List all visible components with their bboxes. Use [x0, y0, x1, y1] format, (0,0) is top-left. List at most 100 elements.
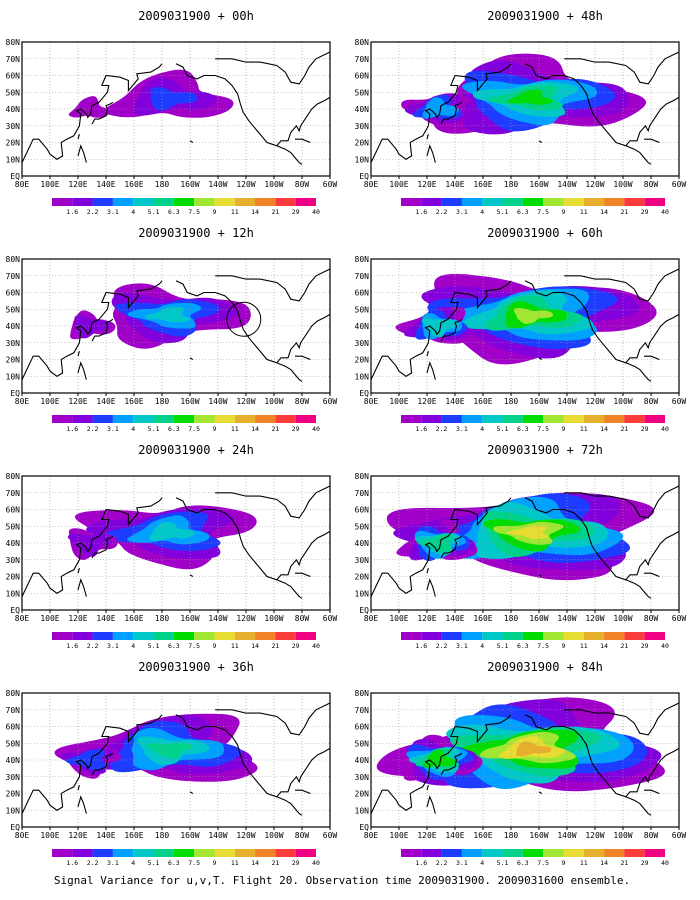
colorbar-swatch [421, 198, 442, 206]
lat-tick-label: 70N [6, 55, 21, 64]
colorbar-label: 3.1 [456, 208, 468, 216]
lon-tick-label: 160W [180, 614, 199, 623]
colorbar-label: 11 [580, 208, 588, 216]
colorbar-label: 14 [251, 859, 259, 867]
lon-tick-label: 120W [585, 614, 604, 623]
coastline [276, 747, 330, 798]
coastline [644, 138, 660, 144]
colorbar-label: 2.2 [436, 425, 448, 433]
colorbar-label: 1.6 [66, 859, 78, 867]
colorbar-label: 4 [131, 425, 135, 433]
panel-title: 2009031900 + 36h [138, 660, 254, 674]
colorbar-swatch [112, 198, 134, 206]
coastline [538, 791, 543, 794]
lat-tick-label: 30N [6, 773, 21, 782]
map-area [371, 42, 679, 176]
coastline [426, 795, 436, 814]
lon-tick-label: 140E [445, 180, 464, 189]
lon-tick-label: 140E [96, 831, 115, 840]
coastline [564, 485, 679, 519]
colorbar-swatch [502, 198, 523, 206]
lon-tick-label: 100W [264, 614, 283, 623]
lat-tick-label: 10N [355, 372, 370, 381]
colorbar-label: 11 [580, 859, 588, 867]
colorbar-swatch [401, 415, 422, 423]
colorbar-label: 21 [620, 208, 628, 216]
lat-tick-label: 50N [355, 88, 370, 97]
lon-tick-label: 160W [180, 397, 199, 406]
coastline [189, 574, 194, 577]
colorbar-label: 9 [562, 425, 566, 433]
coastline [77, 784, 80, 791]
lat-tick-label: 60N [6, 723, 21, 732]
colorbar-swatch [295, 198, 316, 206]
coastline [215, 268, 330, 302]
lat-tick-label: 60N [355, 723, 370, 732]
variance-contour [423, 749, 457, 768]
colorbar-label: 9 [562, 859, 566, 867]
lon-tick-label: 140W [208, 397, 227, 406]
lon-tick-label: 120E [68, 180, 87, 189]
colorbar-swatch [522, 632, 544, 640]
colorbar-label: 7.5 [188, 642, 200, 650]
map-frame [370, 41, 680, 177]
lon-tick-label: 180 [155, 831, 170, 840]
lat-tick-label: 60N [6, 72, 21, 81]
colorbar-swatch [401, 849, 422, 857]
colorbar-label: 2.2 [436, 859, 448, 867]
lon-tick-label: 140W [208, 831, 227, 840]
coastline [276, 96, 330, 147]
lat-tick-label: 10N [6, 806, 21, 815]
colorbar: 1.6 2.2 3.1 4 5.1 6.3 7.5 9 11 14 21 29 40 [401, 849, 669, 867]
lat-tick-label: 70N [355, 706, 370, 715]
lat-tick-label: EQ [10, 823, 20, 832]
lon-tick-label: 80W [644, 831, 659, 840]
lat-tick-label: 30N [355, 773, 370, 782]
colorbar-swatch [421, 632, 442, 640]
colorbar-label: 29 [292, 425, 300, 433]
colorbar-swatch [644, 849, 665, 857]
lon-tick-label: 140E [445, 831, 464, 840]
variance-contour [513, 307, 554, 324]
lat-tick-label: EQ [10, 172, 20, 181]
lon-tick-label: 160E [124, 180, 143, 189]
colorbar-label: 2.2 [87, 208, 99, 216]
lon-tick-label: 180 [504, 614, 519, 623]
lat-tick-label: 10N [6, 589, 21, 598]
colorbar-swatch [563, 849, 584, 857]
lat-tick-label: 80N [6, 689, 21, 698]
colorbar-label: 29 [641, 859, 649, 867]
lon-tick-label: 180 [155, 614, 170, 623]
colorbar-label: 21 [620, 425, 628, 433]
panel-title: 2009031900 + 12h [138, 226, 254, 240]
coastline [276, 313, 330, 364]
colorbar-label: 11 [231, 859, 239, 867]
coastline [440, 101, 463, 125]
lat-tick-label: 60N [355, 506, 370, 515]
colorbar-swatch [52, 198, 73, 206]
coastline [91, 535, 114, 559]
coastline [644, 572, 660, 578]
lon-tick-label: 100W [613, 614, 632, 623]
colorbar-label: 7.5 [188, 425, 200, 433]
colorbar-swatch [482, 198, 503, 206]
colorbar-label: 14 [251, 642, 259, 650]
colorbar: 1.6 2.2 3.1 4 5.1 6.3 7.5 9 11 14 21 29 40 [52, 632, 320, 650]
lat-tick-label: 50N [355, 522, 370, 531]
map-frame [370, 475, 680, 611]
colorbar-label: 3.1 [107, 642, 119, 650]
colorbar-label: 21 [271, 859, 279, 867]
colorbar-swatch [604, 849, 625, 857]
colorbar-label: 11 [231, 642, 239, 650]
colorbar-label: 29 [641, 208, 649, 216]
lon-tick-label: 160E [124, 614, 143, 623]
colorbar-swatch [275, 198, 296, 206]
lat-tick-label: 70N [6, 489, 21, 498]
colorbar-label: 21 [271, 208, 279, 216]
coastline [371, 280, 512, 380]
colorbar-swatch [92, 415, 113, 423]
coastline [538, 140, 543, 143]
colorbar-label: 5.1 [148, 208, 160, 216]
colorbar-label: 1.6 [66, 208, 78, 216]
lon-tick-label: 60W [323, 831, 338, 840]
